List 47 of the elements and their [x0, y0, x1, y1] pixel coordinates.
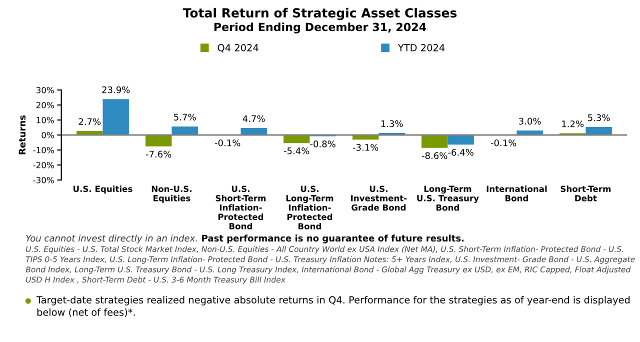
- data-label: -0.1%: [214, 139, 240, 146]
- bar: [421, 135, 448, 148]
- x-tick-label: U.S. Investment- Grade Bond: [351, 186, 407, 211]
- y-tick-label: -30%: [33, 176, 54, 184]
- bar: [172, 126, 198, 135]
- data-label: 3.0%: [519, 118, 541, 125]
- data-label: -0.1%: [490, 139, 516, 146]
- data-label: 5.7%: [174, 114, 196, 121]
- legend-label: YTD 2024: [398, 44, 445, 52]
- bar: [448, 135, 474, 145]
- data-label: -8.6%: [422, 152, 448, 160]
- chart-subtitle: Period Ending December 31, 2024: [214, 22, 426, 34]
- y-tick-label: 30%: [36, 86, 54, 94]
- x-tick-label: International Bond: [486, 186, 547, 202]
- data-label: 5.3%: [588, 114, 610, 122]
- x-tick-label: U.S. Long-Term Inflation- Protected Bond: [286, 186, 334, 230]
- y-tick-label: -20%: [33, 162, 54, 168]
- text: Target-date strategies realized negative absolute returns in Q4. Performance for the strategies as of year-end is displayed below (net of fees)*.: [36, 296, 630, 318]
- data-label: 23.9%: [102, 86, 130, 94]
- bar: [146, 135, 172, 146]
- data-label: -7.6%: [146, 150, 172, 158]
- data-label: 4.7%: [242, 115, 265, 122]
- text: You cannot invest directly in an index.: [26, 234, 197, 244]
- data-label: 2.7%: [78, 118, 101, 126]
- x-tick-label: Long-Term U.S. Treasury Bond: [417, 186, 479, 211]
- x-tick-label: Non-U.S. Equities: [152, 186, 192, 203]
- y-tick-label: 20%: [36, 102, 54, 108]
- text: Past performance is no guarantee of future results.: [202, 234, 464, 244]
- y-tick-label: 10%: [36, 116, 54, 124]
- data-label: -0.8%: [310, 140, 336, 148]
- bar: [284, 135, 310, 144]
- data-label: -3.1%: [352, 144, 378, 151]
- chart-title: Total Return of Strategic Asset Classes: [182, 8, 457, 20]
- data-label: -5.4%: [284, 147, 310, 154]
- x-tick-label: U.S. Short-Term Inflation- Protected Bond: [216, 186, 266, 230]
- y-axis-title: Returns: [18, 115, 26, 154]
- bar: [102, 99, 129, 135]
- y-tick-label: 0%: [42, 132, 54, 138]
- data-label: -6.4%: [448, 148, 474, 156]
- data-label: 1.3%: [381, 120, 403, 128]
- x-tick-label: U.S. Equities: [74, 186, 132, 194]
- legend-label: Q4 2024: [218, 44, 258, 52]
- bar: [586, 127, 612, 135]
- x-tick-label: Short-Term Debt: [560, 186, 611, 202]
- data-label: 1.2%: [562, 120, 584, 128]
- y-tick-label: -10%: [33, 146, 54, 154]
- bar: [240, 128, 267, 135]
